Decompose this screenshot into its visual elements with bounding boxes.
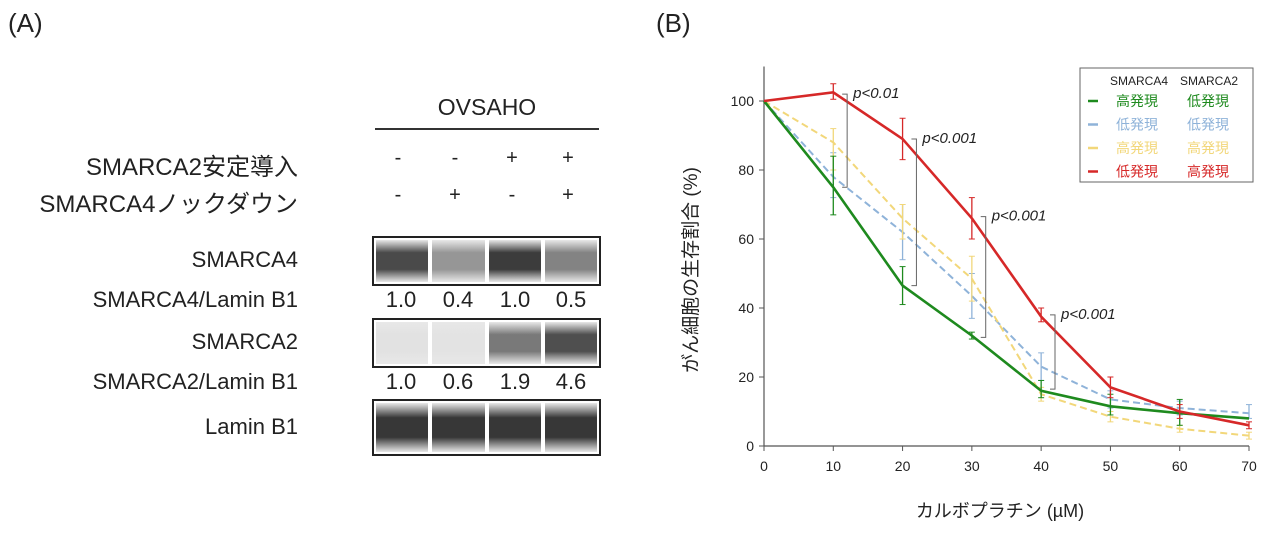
ratio-label: SMARCA4/Lamin B1 — [92, 287, 298, 312]
condition-sign: - — [451, 147, 459, 169]
condition-label: SMARCA2安定導入 — [85, 154, 298, 181]
legend-smarca2: 低発現 — [1187, 117, 1229, 133]
significance-bracket — [842, 93, 848, 188]
x-tick-label: 0 — [760, 458, 768, 474]
legend-smarca2: 低発現 — [1187, 93, 1229, 109]
p-value-label: p<0.01 — [852, 85, 899, 102]
ratio-value: 1.0 — [385, 369, 417, 394]
x-tick-label: 10 — [825, 458, 841, 474]
blot-band — [376, 403, 429, 452]
condition-sign: + — [562, 184, 574, 206]
ratio-value: 1.0 — [385, 287, 417, 312]
series-line-2 — [763, 100, 1250, 437]
legend-smarca4: 高発現 — [1116, 93, 1158, 109]
ratio-value: 0.4 — [442, 287, 474, 312]
legend-smarca4: 高発現 — [1116, 140, 1158, 156]
blot-smarca2 — [372, 318, 601, 368]
legend-box — [1079, 67, 1254, 183]
blot-smarca4 — [372, 236, 601, 286]
ratio-value: 4.6 — [555, 369, 587, 394]
ratio-value: 1.0 — [499, 287, 531, 312]
significance-bracket — [1050, 314, 1056, 390]
condition-sign: - — [394, 184, 402, 206]
blot-band — [544, 240, 597, 282]
ratio-value: 0.5 — [555, 287, 587, 312]
x-tick-label: 60 — [1172, 458, 1188, 474]
legend-smarca2: 高発現 — [1187, 140, 1229, 156]
x-tick-label: 50 — [1103, 458, 1119, 474]
y-tick-label: 40 — [738, 300, 754, 316]
condition-sign: - — [394, 147, 402, 169]
y-tick-label: 80 — [738, 162, 754, 178]
x-axis-label: カルボプラチン (µM) — [916, 501, 1084, 521]
y-tick-label: 60 — [738, 231, 754, 247]
p-value-label: p<0.001 — [921, 130, 977, 147]
y-axis-label: がん細胞の生存割合 (%) — [680, 167, 702, 373]
blot-band — [544, 322, 597, 364]
ratio-value: 0.6 — [442, 369, 474, 394]
legend-smarca4: 低発現 — [1116, 117, 1158, 133]
blot-lamin-b1 — [372, 399, 601, 456]
condition-sign: + — [562, 147, 574, 169]
significance-bracket — [980, 216, 987, 338]
legend-smarca4: 低発現 — [1116, 164, 1158, 180]
blot-label: Lamin B1 — [205, 413, 298, 439]
blot-band — [488, 240, 541, 282]
x-tick-label: 40 — [1033, 458, 1049, 474]
blot-band — [376, 240, 429, 282]
cell-line-divider — [375, 128, 599, 130]
blot-band — [432, 240, 485, 282]
panel-b-label: (B) — [656, 8, 691, 38]
y-tick-label: 100 — [731, 93, 755, 109]
blot-band — [488, 322, 541, 364]
series-line-0 — [762, 100, 1250, 420]
condition-sign: + — [506, 147, 518, 169]
p-value-label: p<0.001 — [991, 208, 1047, 225]
x-tick-label: 30 — [964, 458, 980, 474]
legend-smarca2: 高発現 — [1187, 164, 1229, 180]
blot-label: SMARCA2 — [191, 329, 298, 354]
blot-band — [488, 403, 541, 452]
panel-a-label: (A) — [8, 8, 43, 38]
blot-band — [544, 403, 597, 452]
condition-label: SMARCA4ノックダウン — [39, 191, 298, 218]
series-line-3 — [763, 91, 1250, 427]
x-tick-label: 20 — [895, 458, 911, 474]
ratio-label: SMARCA2/Lamin B1 — [92, 369, 298, 394]
p-value-label: p<0.001 — [1060, 306, 1116, 323]
legend-header: SMARCA4 — [1110, 74, 1168, 88]
condition-sign: - — [508, 184, 516, 206]
blot-band — [376, 322, 429, 364]
blot-band — [432, 403, 485, 452]
condition-sign: + — [449, 184, 461, 206]
blot-band — [432, 322, 485, 364]
significance-bracket — [911, 138, 917, 287]
blot-label: SMARCA4 — [191, 247, 298, 272]
y-tick-label: 20 — [738, 369, 754, 385]
ratio-value: 1.9 — [499, 369, 531, 394]
cell-line-label: OVSAHO — [437, 94, 537, 120]
x-tick-label: 70 — [1241, 458, 1257, 474]
y-tick-label: 0 — [746, 438, 754, 454]
legend-header: SMARCA2 — [1180, 74, 1238, 88]
